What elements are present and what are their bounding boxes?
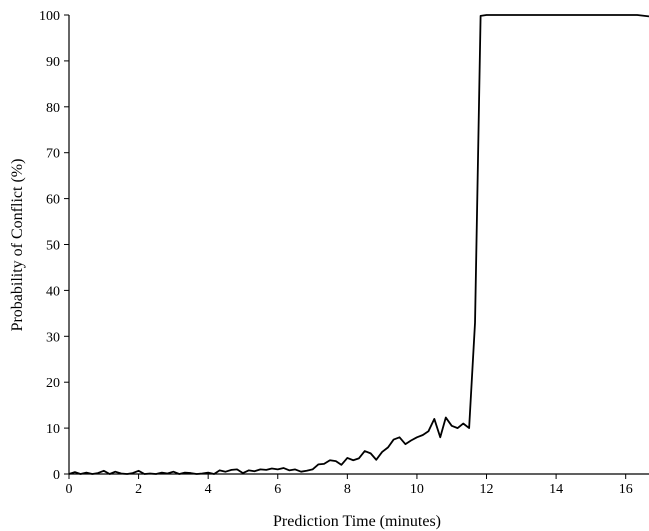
y-tick-label: 0 — [53, 468, 60, 483]
x-tick-label: 2 — [135, 482, 142, 497]
x-axis-label: Prediction Time (minutes) — [273, 513, 441, 530]
y-ticks: 0 10 20 30 40 50 60 70 80 90 100 — [39, 9, 69, 483]
x-tick-label: 4 — [205, 482, 212, 497]
y-tick-label: 50 — [46, 239, 60, 254]
x-tick-label: 10 — [410, 482, 424, 497]
y-tick-label: 90 — [46, 55, 60, 70]
x-tick-label: 16 — [619, 482, 633, 497]
y-tick-label: 60 — [46, 193, 60, 208]
x-ticks: 0 2 4 6 8 10 12 14 16 — [66, 474, 633, 497]
axes — [68, 15, 649, 475]
x-tick-label: 8 — [344, 482, 351, 497]
y-tick-label: 80 — [46, 101, 60, 116]
y-tick-label: 70 — [46, 147, 60, 162]
y-tick-label: 10 — [46, 422, 60, 437]
y-tick-label: 100 — [39, 9, 60, 24]
y-tick-label: 20 — [46, 376, 60, 391]
x-tick-label: 0 — [66, 482, 73, 497]
x-tick-label: 6 — [274, 482, 281, 497]
x-tick-label: 14 — [549, 482, 563, 497]
y-axis-label: Probability of Conflict (%) — [9, 159, 26, 332]
series-line — [68, 14, 649, 475]
y-tick-label: 40 — [46, 284, 60, 299]
x-tick-label: 12 — [480, 482, 494, 497]
y-tick-label: 30 — [46, 330, 60, 345]
